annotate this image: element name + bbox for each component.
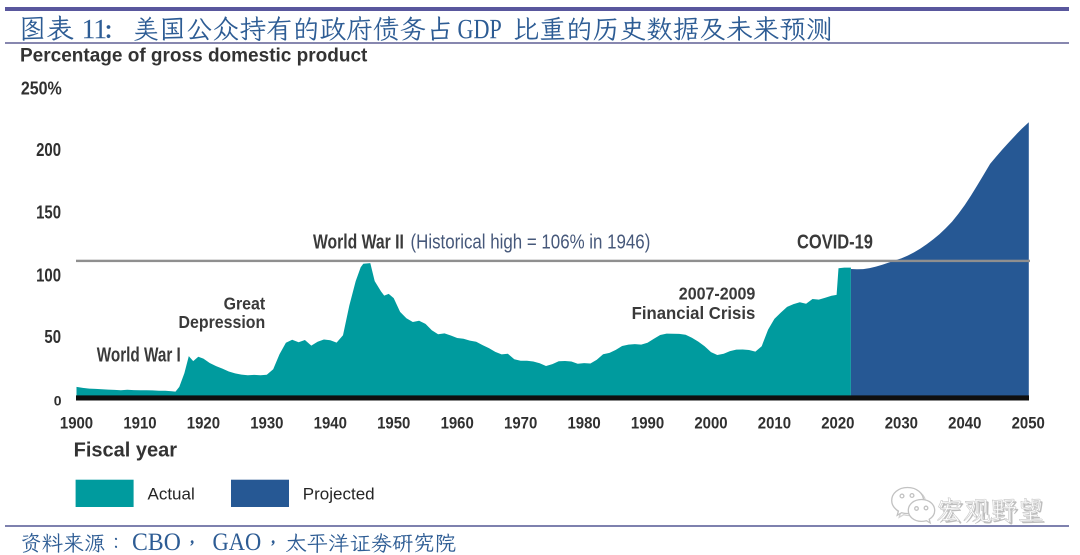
svg-text:1910: 1910 (123, 415, 156, 433)
svg-text:COVID-19: COVID-19 (797, 230, 873, 253)
svg-text:World War II: World War II (313, 231, 404, 253)
svg-text:2040: 2040 (948, 415, 981, 433)
svg-text:1960: 1960 (441, 415, 474, 433)
svg-text:1990: 1990 (631, 415, 664, 433)
svg-text:Actual: Actual (148, 485, 195, 504)
svg-text:Fiscal year: Fiscal year (74, 440, 178, 462)
svg-text:2007-2009: 2007-2009 (679, 284, 756, 304)
svg-text:1940: 1940 (314, 415, 347, 433)
svg-text:1980: 1980 (567, 415, 600, 433)
svg-text:1970: 1970 (504, 415, 537, 433)
svg-text:(Historical high = 106% in 194: (Historical high = 106% in 1946) (411, 230, 651, 253)
svg-text:Great: Great (224, 294, 266, 314)
svg-text:250%: 250% (21, 78, 62, 99)
svg-text:2050: 2050 (1012, 415, 1045, 433)
svg-text:200: 200 (36, 140, 61, 161)
svg-text:1950: 1950 (377, 415, 410, 433)
svg-text:1930: 1930 (250, 415, 283, 433)
svg-text:0: 0 (54, 393, 62, 409)
svg-text:Percentage of gross domestic p: Percentage of gross domestic product (20, 45, 368, 66)
svg-text:100: 100 (36, 265, 61, 286)
svg-text:50: 50 (44, 327, 61, 348)
svg-text:Projected: Projected (303, 485, 375, 504)
svg-text:2020: 2020 (821, 415, 854, 433)
svg-text:150: 150 (36, 202, 61, 223)
svg-text:2010: 2010 (758, 415, 791, 433)
svg-text:2000: 2000 (694, 415, 727, 433)
svg-text:Depression: Depression (178, 312, 265, 332)
svg-text:Financial Crisis: Financial Crisis (632, 302, 756, 323)
svg-text:2030: 2030 (885, 415, 918, 433)
svg-text:1920: 1920 (187, 415, 220, 433)
svg-text:1900: 1900 (60, 415, 93, 433)
svg-text:World War I: World War I (97, 343, 181, 365)
